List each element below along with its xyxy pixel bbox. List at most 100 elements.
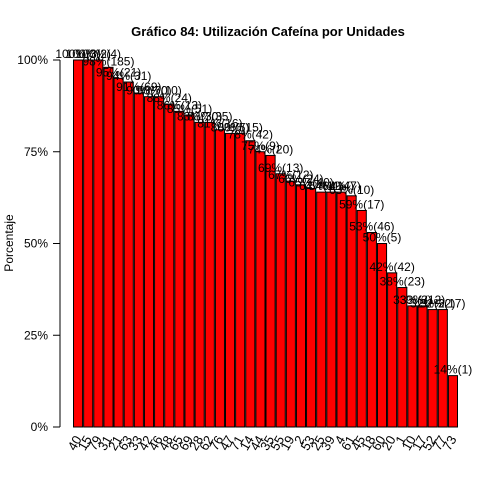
x-tick-label: 45 — [348, 433, 368, 453]
bar — [93, 59, 104, 428]
value-label: 64%(7) — [322, 179, 361, 193]
x-tick-label: 53 — [297, 433, 317, 453]
x-tick-label: 10 — [399, 433, 419, 453]
value-label: 90%(70) — [126, 84, 171, 98]
x-tick-label: 18 — [358, 433, 378, 453]
x-tick-label: 20 — [379, 433, 399, 453]
x-tick-label: 39 — [318, 433, 338, 453]
x-tick-label: 19 — [277, 433, 297, 453]
bar — [376, 243, 388, 428]
x-tick-label: 17 — [409, 433, 429, 453]
bar — [143, 96, 155, 428]
bar — [255, 151, 266, 428]
bar — [397, 287, 408, 428]
x-tick-label: 71 — [227, 433, 247, 453]
value-label: 64%(11) — [299, 179, 343, 193]
value-label: 100%(3) — [55, 47, 100, 61]
value-label: 80%(5) — [211, 120, 250, 134]
value-label: 65%(40) — [288, 175, 333, 189]
bar — [235, 132, 246, 428]
x-tick-label: 61 — [338, 433, 358, 453]
value-label: 78%(42) — [228, 128, 273, 142]
bar — [73, 59, 84, 428]
x-tick-label: 48 — [156, 433, 176, 453]
value-label: 32%(22) — [410, 297, 455, 311]
y-tick-label: 100% — [17, 53, 48, 67]
bar — [437, 309, 448, 428]
value-label: 90%(10) — [136, 84, 181, 98]
bar — [366, 231, 377, 428]
value-label: 53%(46) — [349, 219, 394, 233]
value-label: 66%(24) — [278, 172, 323, 186]
x-tick-label: 31 — [95, 433, 115, 453]
bar — [336, 191, 347, 428]
x-tick-label: 62 — [196, 433, 216, 453]
value-label: 33%(12) — [400, 293, 445, 307]
bar — [326, 191, 337, 428]
value-label: 85%(51) — [167, 102, 212, 116]
x-tick-label: 25 — [308, 433, 328, 453]
x-tick-label: 73 — [439, 433, 459, 453]
bar — [204, 121, 215, 428]
bar — [417, 305, 428, 428]
x-tick-label: 42 — [135, 433, 155, 453]
value-label: 83%(30) — [177, 109, 222, 123]
bar — [174, 110, 185, 428]
bar — [103, 66, 114, 428]
x-tick-label: 69 — [176, 433, 196, 453]
bar — [447, 375, 458, 428]
value-label: 88%(24) — [147, 91, 192, 105]
bar — [427, 309, 438, 428]
bar — [214, 129, 225, 428]
x-tick-label: 21 — [105, 433, 125, 453]
x-tick-label: 52 — [419, 433, 439, 453]
y-tick-label: 0% — [31, 420, 49, 434]
x-tick-label: 65 — [166, 433, 186, 453]
value-label: 64%(14) — [309, 179, 354, 193]
value-label: 42%(42) — [369, 260, 414, 274]
x-tick-label: 35 — [257, 433, 277, 453]
value-label: 100%(2) — [66, 47, 111, 61]
x-tick-label: 44 — [247, 433, 267, 453]
bar — [164, 103, 175, 428]
value-label: 38%(23) — [380, 275, 425, 289]
value-label: 100%(4) — [76, 47, 121, 61]
value-label: 33%(3) — [393, 293, 432, 307]
bar — [346, 195, 357, 428]
x-tick-label: 63 — [115, 433, 135, 453]
value-label: 86%(13) — [157, 98, 202, 112]
value-label: 75%(9) — [241, 139, 280, 153]
bar — [275, 173, 286, 428]
value-label: 91%(69) — [116, 80, 161, 94]
x-tick-label: 40 — [64, 433, 84, 453]
chart-title: Gráfico 84: Utilización Cafeína por Unid… — [131, 24, 405, 39]
value-label: 81%(16) — [197, 117, 242, 131]
bar — [295, 184, 307, 428]
x-tick-label: 33 — [125, 433, 145, 453]
value-label: 59%(17) — [339, 197, 384, 211]
bar — [265, 154, 276, 428]
x-tick-label: 60 — [368, 433, 388, 453]
value-label: 94%(31) — [106, 69, 151, 83]
x-tick-label: 79 — [85, 433, 105, 453]
bar — [224, 132, 236, 428]
x-tick-label: 46 — [145, 433, 165, 453]
value-label: 50%(5) — [363, 231, 402, 245]
value-label: 14%(1) — [434, 363, 473, 377]
x-tick-label: 47 — [216, 433, 236, 453]
y-tick-label: 25% — [24, 328, 48, 342]
value-label: 98%(185) — [82, 54, 134, 68]
x-tick-label: 28 — [186, 433, 206, 453]
value-label: 69%(13) — [258, 161, 303, 175]
bar — [316, 191, 327, 428]
value-label: 63%(10) — [329, 183, 374, 197]
bar — [387, 272, 398, 428]
bar — [285, 180, 296, 428]
y-axis-label: Porcentaje — [2, 214, 16, 272]
x-tick-label: 76 — [206, 433, 226, 453]
bar — [356, 209, 367, 428]
bar — [245, 140, 256, 428]
value-label: 74%(20) — [248, 142, 293, 156]
bar — [133, 92, 144, 428]
